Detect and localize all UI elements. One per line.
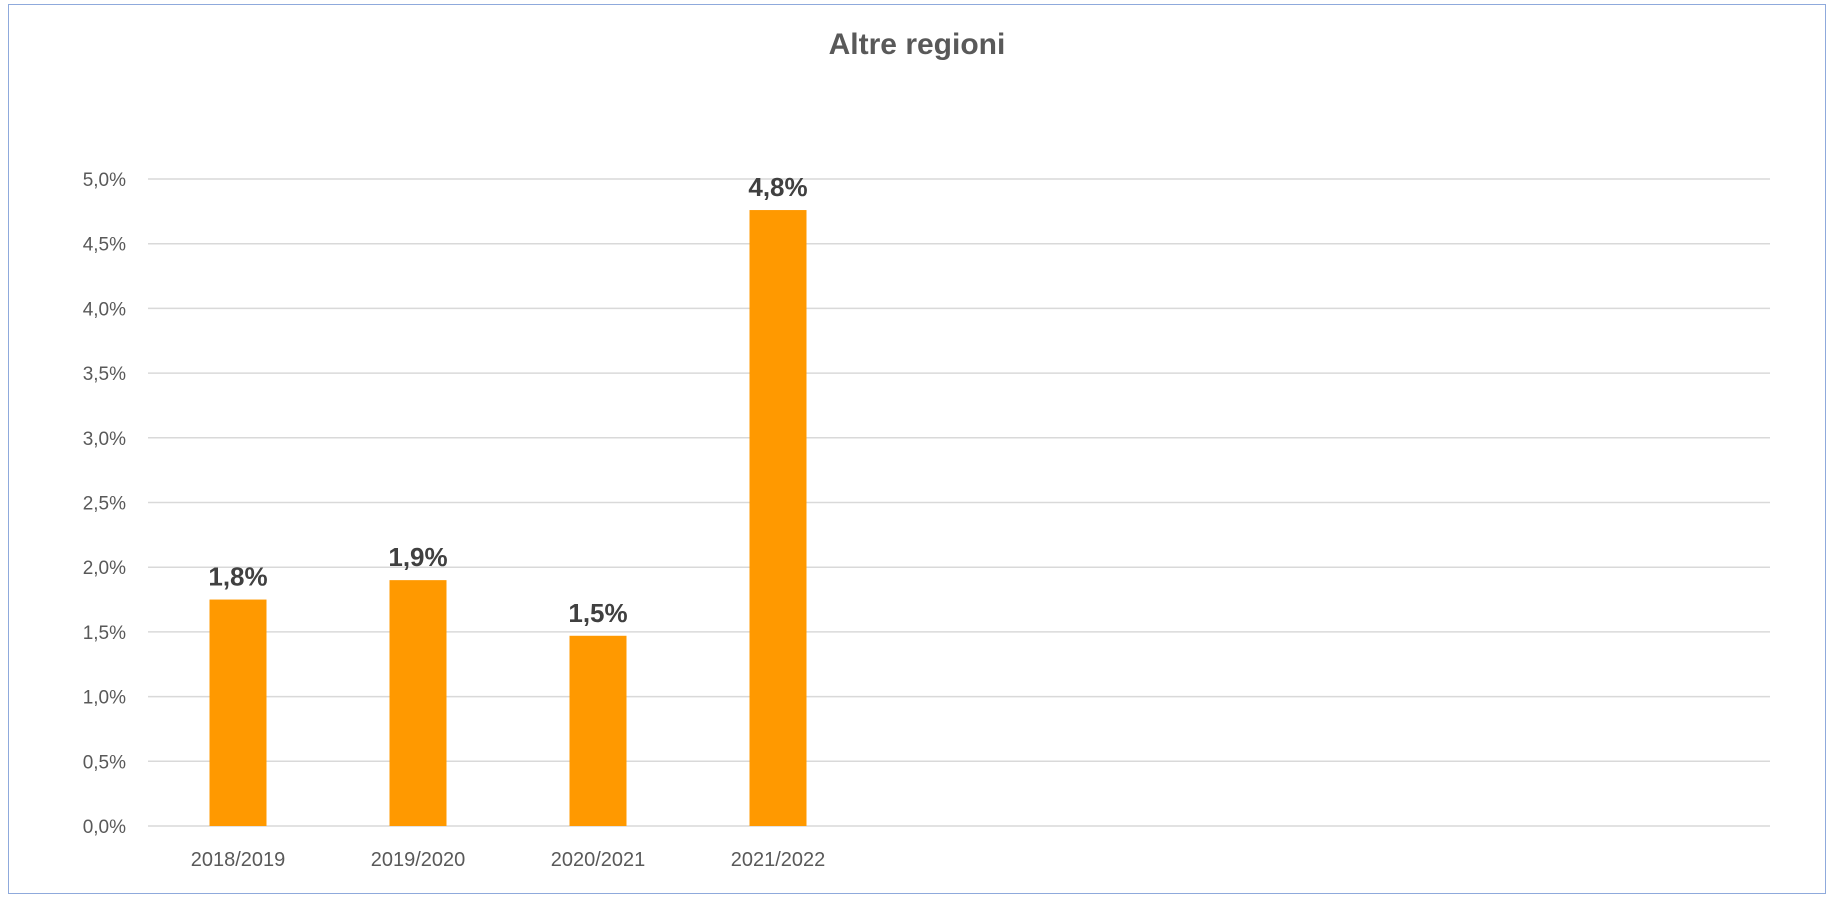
- data-label: 1,9%: [388, 542, 447, 572]
- y-tick-label: 0,5%: [83, 752, 126, 773]
- category-label: 2019/2020: [371, 849, 466, 871]
- data-label: 1,8%: [208, 562, 267, 592]
- y-tick-label: 2,0%: [83, 558, 126, 579]
- bar: [749, 210, 807, 826]
- y-tick-label: 1,0%: [83, 688, 126, 709]
- y-tick-label: 3,5%: [83, 364, 126, 385]
- y-tick-label: 0,0%: [83, 817, 126, 838]
- y-tick-label: 1,5%: [83, 623, 126, 644]
- y-tick-label: 5,0%: [83, 170, 126, 191]
- bar: [389, 580, 447, 826]
- chart-title: Altre regioni: [828, 28, 1006, 61]
- data-labels: 1,8% 1,9% 1,5% 4,8%: [208, 172, 807, 628]
- x-axis-categories: 2018/2019 2019/2020 2020/2021 2021/2022: [191, 849, 826, 871]
- data-label: 1,5%: [568, 598, 627, 628]
- grid-lines: [148, 178, 1770, 827]
- category-label: 2020/2021: [551, 849, 646, 871]
- data-label: 4,8%: [748, 172, 807, 202]
- y-tick-label: 4,0%: [83, 299, 126, 320]
- chart-frame: [8, 4, 1826, 894]
- bars: [209, 210, 807, 826]
- bar: [569, 635, 627, 826]
- category-label: 2021/2022: [731, 849, 826, 871]
- y-tick-label: 2,5%: [83, 494, 126, 515]
- y-tick-label: 4,5%: [83, 235, 126, 256]
- y-axis-ticks: 0,0% 0,5% 1,0% 1,5% 2,0% 2,5% 3,0% 3,5% 4,0% 4,5%…: [83, 170, 126, 838]
- category-label: 2018/2019: [191, 849, 286, 871]
- bar: [209, 599, 267, 826]
- y-tick-label: 3,0%: [83, 429, 126, 450]
